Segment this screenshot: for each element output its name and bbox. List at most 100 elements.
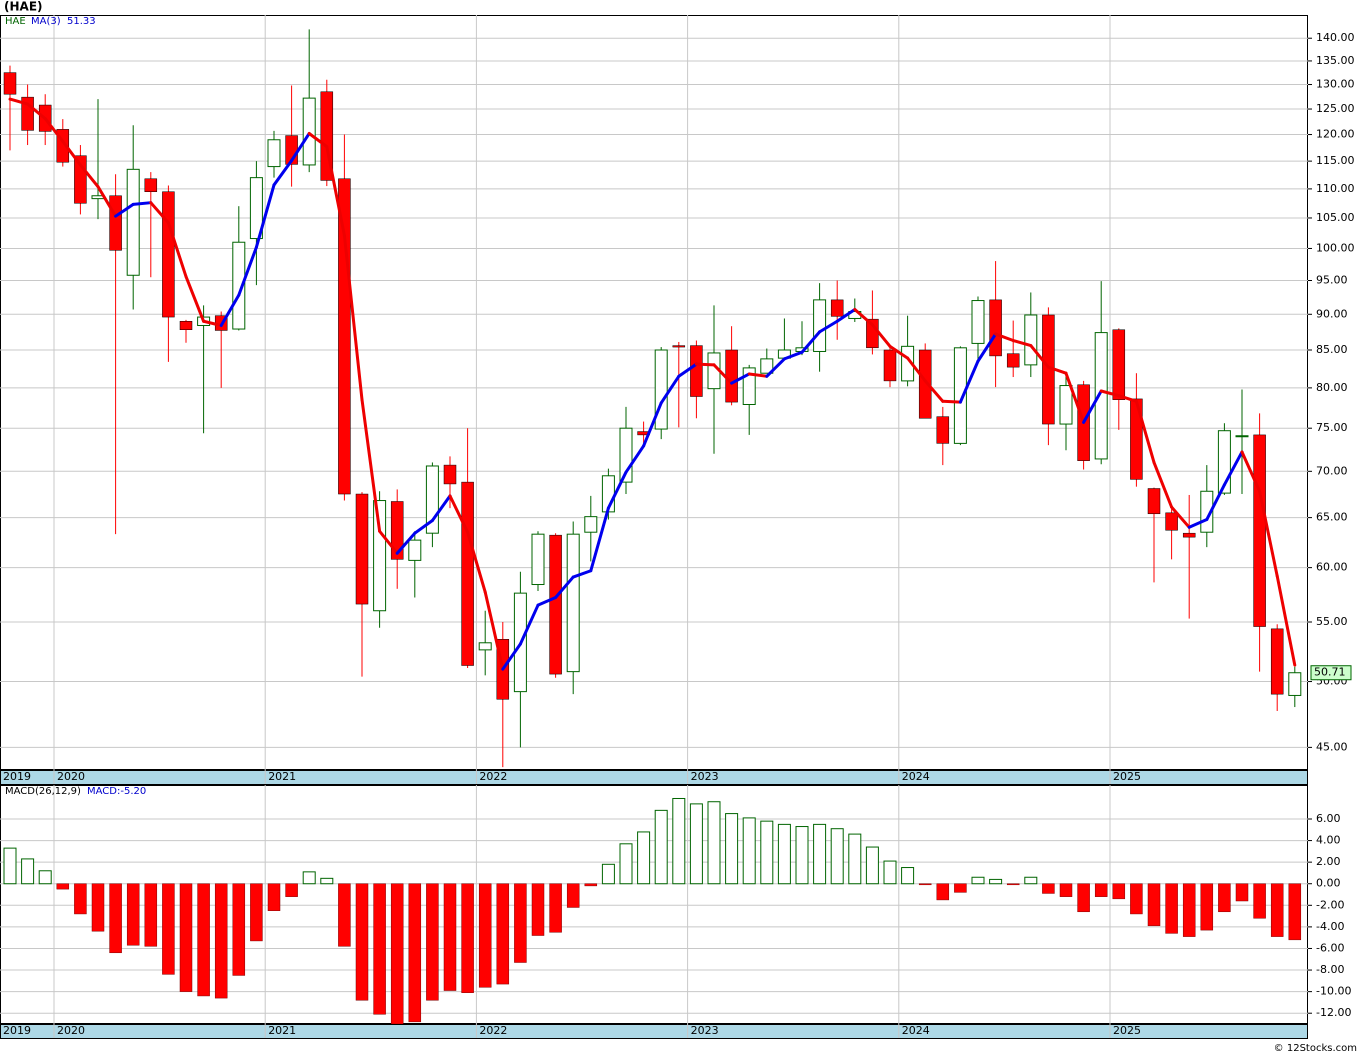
macd-bar: [56, 883, 70, 890]
x-tick-label: 2021: [268, 770, 296, 783]
y-tick-label: -4.00: [1316, 920, 1344, 933]
ma-segment: [1275, 574, 1297, 667]
candle-body: [144, 178, 158, 192]
ma-segment: [43, 117, 65, 143]
macd-bar: [302, 871, 316, 885]
ma-segment: [1029, 344, 1050, 369]
macd-bar: [954, 883, 967, 893]
candle-body: [232, 241, 246, 330]
candle-body: [1147, 488, 1161, 515]
macd-bar: [338, 883, 351, 947]
ma-segment: [818, 319, 839, 334]
candle-body: [3, 72, 17, 95]
macd-bar: [373, 883, 386, 1015]
macd-bar: [214, 883, 228, 999]
legend-ma-value: 51.33: [67, 16, 96, 27]
macd-bar: [126, 883, 140, 946]
y-tick-label: -12.00: [1316, 1006, 1351, 1019]
y-tick-label: 110.00: [1316, 182, 1355, 195]
ma-segment: [1011, 339, 1033, 348]
macd-bar: [601, 863, 615, 885]
ma-segment: [254, 183, 276, 249]
ma-segment: [1046, 365, 1068, 375]
y-tick-label: 120.00: [1316, 128, 1355, 141]
macd-bar: [1270, 883, 1284, 937]
x-tick-label: 2021: [268, 1024, 296, 1037]
ma-segment: [1205, 483, 1226, 522]
ma-segment: [1240, 450, 1262, 493]
y-tick-label: 90.00: [1316, 307, 1348, 320]
macd-bar: [883, 860, 897, 885]
ma-segment: [290, 131, 311, 163]
ma-segment: [888, 344, 910, 360]
ma-segment: [131, 201, 153, 206]
ma-segment: [1082, 389, 1103, 424]
macd-bar: [478, 883, 492, 988]
y-tick-label: -2.00: [1316, 898, 1344, 911]
macd-title: MACD(26,12,9): [5, 786, 81, 797]
y-tick-label: 55.00: [1316, 615, 1348, 628]
candle-body: [725, 349, 738, 403]
candle-body: [549, 534, 562, 675]
y-tick-label: 80.00: [1316, 381, 1348, 394]
macd-bar: [74, 883, 87, 915]
macd-bar: [1218, 883, 1231, 913]
ma-segment: [1187, 518, 1209, 529]
ma-segment: [413, 519, 434, 535]
macd-bar: [918, 883, 932, 886]
ma-segment: [360, 398, 382, 533]
x-tick-label: 2024: [902, 1024, 930, 1037]
y-tick-label: 100.00: [1316, 241, 1355, 254]
macd-bar: [989, 878, 1003, 885]
macd-bar: [936, 883, 950, 901]
macd-bar: [179, 883, 193, 992]
y-tick-label: 125.00: [1316, 102, 1355, 115]
macd-bar: [1006, 883, 1020, 886]
ma-segment: [219, 293, 241, 327]
ma-segment: [1152, 460, 1174, 509]
x-tick-label: 2025: [1113, 770, 1141, 783]
ma-segment: [1134, 399, 1156, 464]
ma-segment: [1099, 389, 1121, 398]
x-start-label: 2019: [3, 770, 31, 783]
y-tick-label: 60.00: [1316, 561, 1348, 574]
macd-bar: [443, 883, 457, 991]
ma-segment: [114, 202, 135, 218]
candle-body: [338, 178, 351, 495]
candle-body: [813, 299, 827, 352]
candle-body: [830, 299, 844, 317]
candle-body: [390, 501, 404, 560]
macd-bar: [408, 883, 422, 1023]
legend-ma: MA(3): [31, 16, 61, 27]
ma-segment: [26, 102, 47, 121]
macd-bar: [144, 883, 158, 947]
candle-body: [566, 533, 580, 673]
macd-bar: [320, 877, 334, 885]
ma-segment: [430, 494, 452, 523]
macd-bar: [848, 833, 862, 885]
ma-segment: [237, 245, 258, 297]
macd-bar: [531, 883, 545, 936]
ma-segment: [976, 332, 998, 363]
macd-bar: [1235, 883, 1249, 902]
ma-segment: [589, 506, 610, 573]
ma-segment: [518, 603, 540, 646]
y-tick-label: -8.00: [1316, 963, 1344, 976]
legend-symbol: HAE: [5, 16, 26, 27]
ma-segment: [466, 530, 487, 594]
macd-bar: [109, 883, 122, 954]
ma-segment: [642, 401, 663, 448]
macd-bar: [1130, 883, 1143, 915]
ma-segment: [712, 363, 734, 385]
y-tick-label: 65.00: [1316, 511, 1348, 524]
ma-segment: [96, 185, 118, 218]
candle-body: [179, 321, 193, 330]
ma-segment: [941, 399, 962, 404]
ma-segment: [184, 275, 206, 323]
y-tick-label: 70.00: [1316, 464, 1348, 477]
macd-bar: [672, 797, 686, 885]
macd-bar: [1112, 883, 1126, 900]
macd-bar: [1165, 883, 1178, 934]
ma-segment: [994, 332, 1015, 343]
